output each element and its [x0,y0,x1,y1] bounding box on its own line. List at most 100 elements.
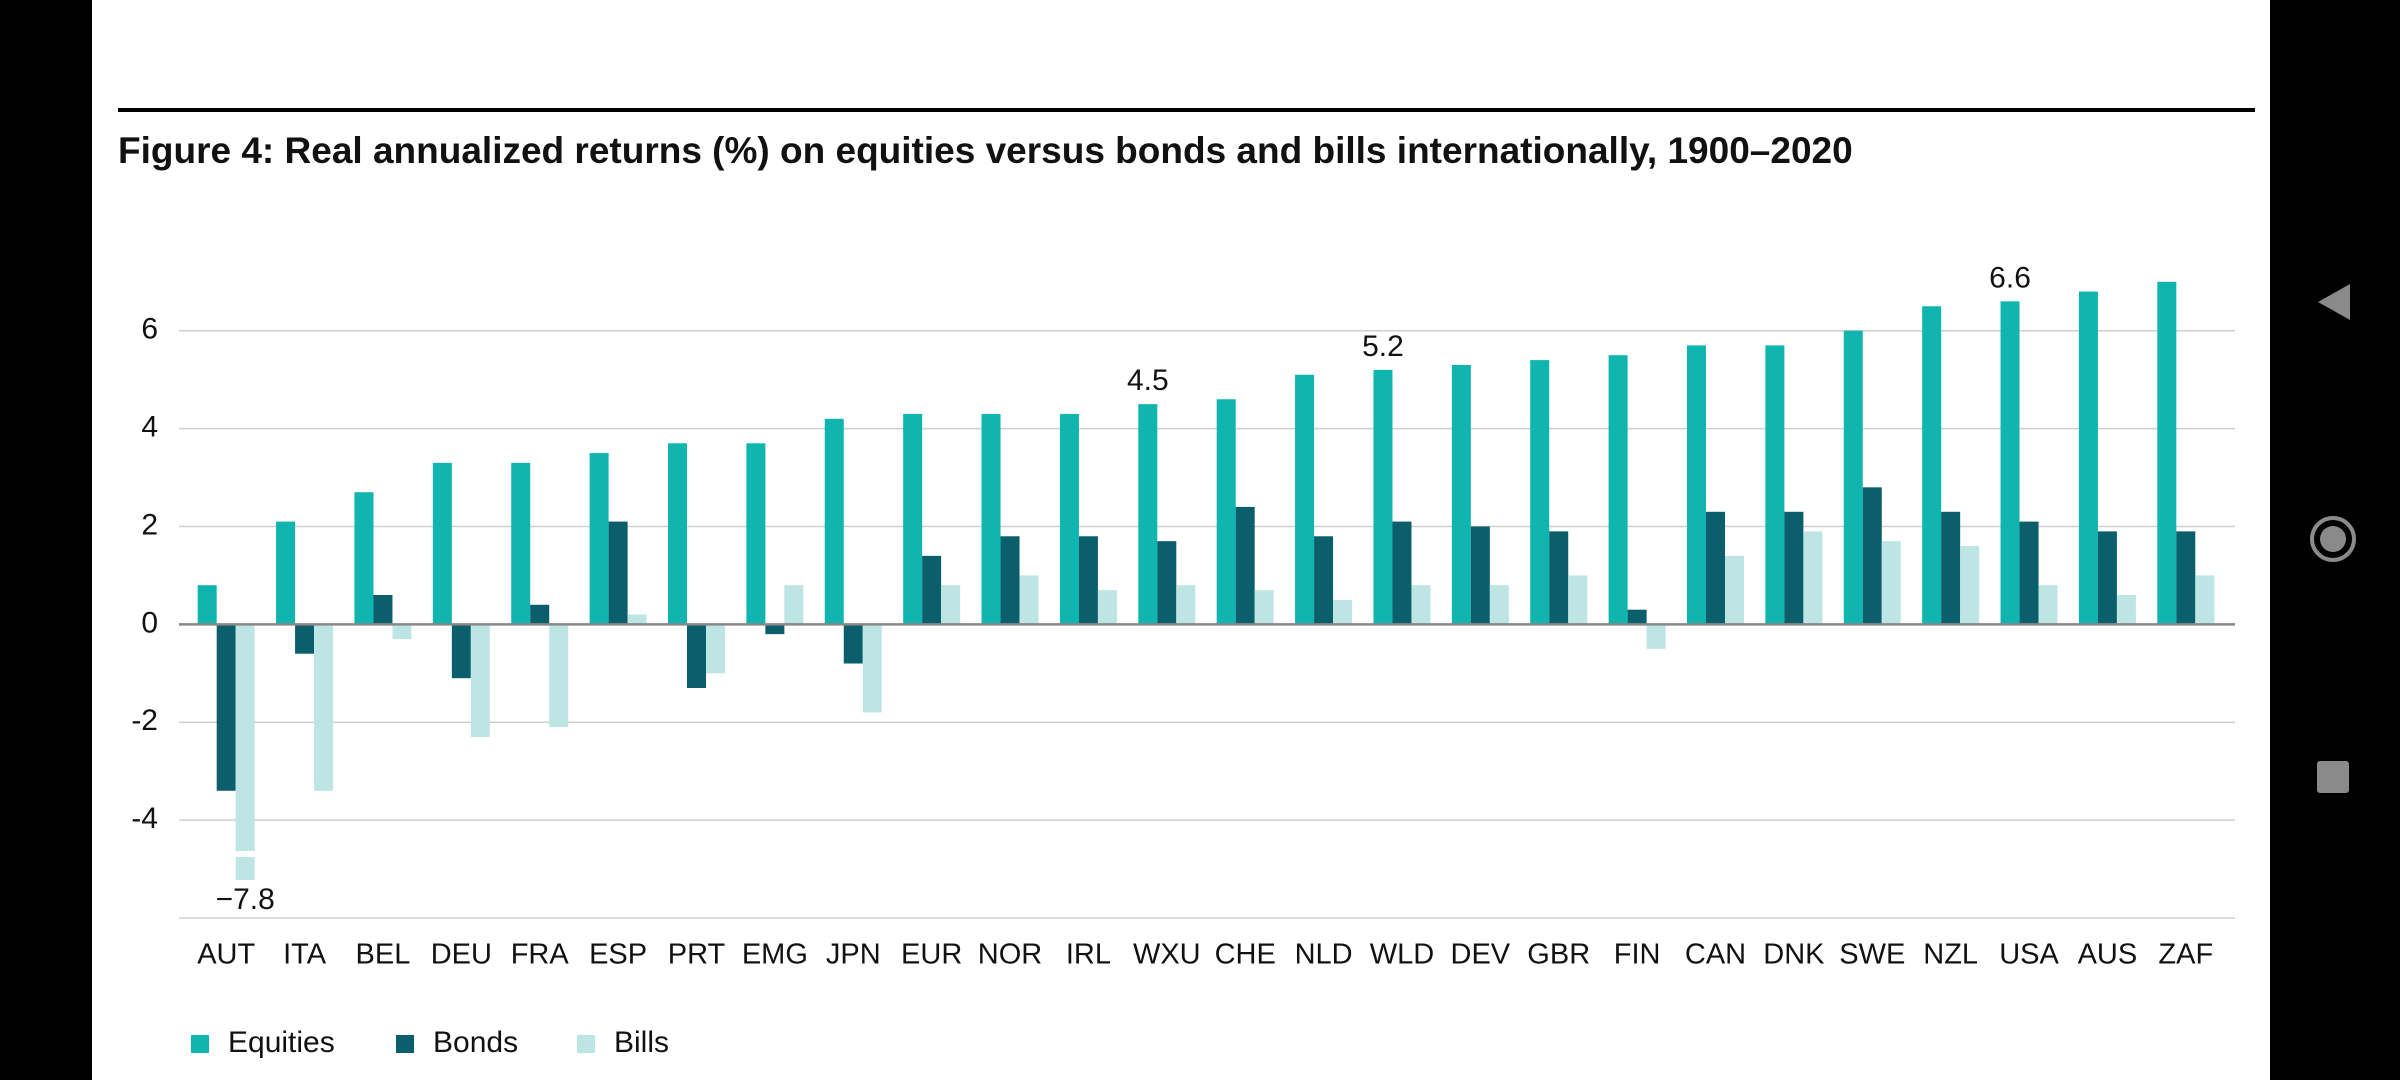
bar [1097,590,1117,625]
x-tick-label: CAN [1685,939,1746,971]
x-tick-label: NLD [1295,939,1353,971]
bar [922,555,942,625]
nav-back[interactable] [2318,284,2350,320]
bar [1157,541,1177,625]
bar [1138,404,1158,625]
bar [2038,585,2058,625]
bar [941,585,961,625]
x-tick-label: BEL [356,939,411,971]
bar [1489,585,1509,625]
bar [1216,399,1236,625]
bar [470,624,490,737]
bar [197,585,217,625]
x-tick-label: WLD [1370,939,1434,971]
x-tick-label: AUT [197,939,255,971]
bar [1530,360,1550,625]
y-tick-label: 6 [141,313,158,346]
bar [1470,526,1490,625]
legend-label: Bonds [433,1026,518,1059]
bar [1254,590,1274,625]
bar [1784,511,1804,625]
bar [589,453,609,625]
x-tick-label: DEV [1451,939,1511,971]
legend-swatch [191,1035,209,1053]
x-tick-label: IRL [1066,939,1111,971]
x-tick-label: ITA [283,939,327,971]
nav-recents[interactable] [2317,761,2349,793]
nav-home-dot [2320,526,2346,552]
bar [1725,555,1744,625]
bar [1019,575,1039,625]
x-tick-label: JPN [826,939,881,971]
y-tick-label: -4 [131,802,158,835]
bar [549,624,569,728]
bar [2097,531,2117,625]
bar [276,521,296,625]
bar [1314,536,1334,625]
nav-home[interactable] [2310,516,2356,562]
bar [2195,575,2215,625]
bar [2078,291,2098,625]
x-tick-label: EUR [901,939,962,971]
bar [2157,281,2177,625]
bar [706,624,725,674]
bar [1568,575,1588,625]
bar [1881,541,1901,625]
x-tick-label: DNK [1763,939,1825,971]
bar [668,443,687,625]
chart-title: Figure 4: Real annualized returns (%) on… [118,130,1853,171]
bar [1608,355,1628,625]
bar [1373,369,1393,625]
y-tick-label: 4 [141,411,158,444]
legend-label: Equities [228,1026,335,1059]
bar [530,604,550,625]
x-tick-label: SWE [1839,939,1905,971]
bar [2116,595,2136,625]
bar [1333,599,1353,625]
bar [765,624,785,635]
x-tick-label: ZAF [2158,939,2213,971]
legend-label: Bills [614,1026,669,1059]
bar [392,624,412,640]
bar [235,624,255,880]
legend-swatch [577,1035,595,1053]
bar [1960,546,1980,625]
top-rule [118,108,2255,112]
bar [784,585,804,625]
axis-break [234,851,256,857]
bars [197,281,2215,880]
bar [1295,374,1315,625]
x-tick-label: ESP [589,939,647,971]
x-tick-label: FIN [1614,939,1661,971]
bar [981,413,1001,625]
bar [2019,521,2039,625]
y-tick-label: -2 [131,704,158,737]
x-tick-label: WXU [1133,939,1201,971]
data-label: 6.6 [1989,261,2031,294]
bar [1922,306,1942,625]
bar [1803,531,1823,625]
bar [1646,624,1666,649]
y-tick-label: 0 [141,606,158,639]
page [92,0,2270,1080]
bar [1941,511,1961,625]
bar [1176,585,1196,625]
bar [2000,301,2020,625]
data-label: 4.5 [1127,364,1169,397]
legend-swatch [396,1035,414,1053]
bar [432,462,452,625]
bar [1000,536,1020,625]
bar [511,462,531,625]
bar [1862,487,1882,625]
bar [1411,585,1431,625]
y-tick-label: 2 [141,508,158,541]
bar [314,624,334,791]
x-tick-label: GBR [1527,939,1590,971]
bar [295,624,315,654]
x-tick-label: PRT [668,939,726,971]
bar [354,492,374,625]
x-tick-label: DEU [431,939,492,971]
bar [843,624,863,664]
x-tick-label: EMG [742,939,808,971]
bar [216,624,236,791]
